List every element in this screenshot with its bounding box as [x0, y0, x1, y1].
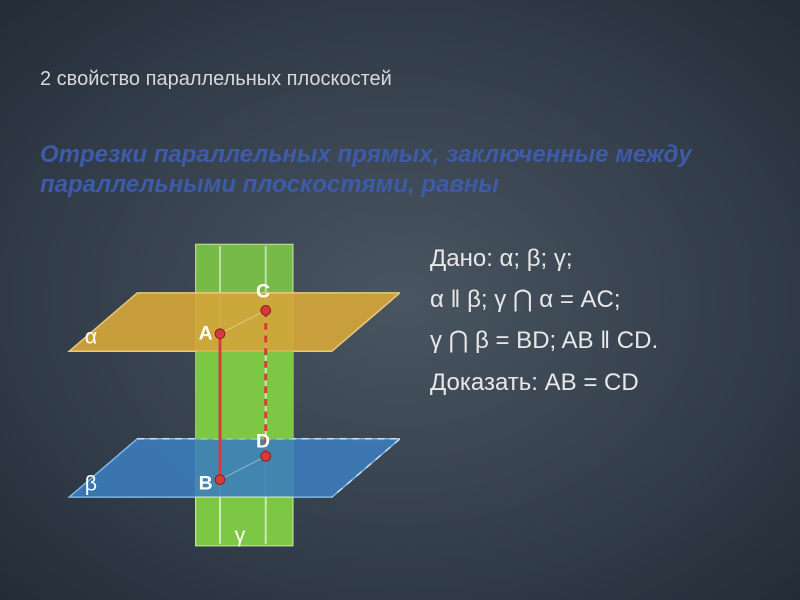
given-line-3: γ ⋂ β = BD; AB ‖ CD. [430, 322, 770, 359]
given-block: Дано: α; β; γ; α ‖ β; γ ⋂ α = AC; γ ⋂ β … [430, 240, 770, 405]
label-d: D [256, 431, 270, 453]
label-alpha: α [85, 324, 97, 348]
given-line-1: Дано: α; β; γ; [430, 240, 770, 277]
label-a: A [199, 323, 213, 345]
geometry-diagram: A C B D α β γ [40, 230, 400, 560]
slide-heading: 2 свойство параллельных плоскостей [40, 68, 392, 91]
point-c [261, 305, 271, 315]
label-beta: β [85, 471, 97, 495]
label-c: C [256, 281, 270, 303]
given-line-2: α ‖ β; γ ⋂ α = AC; [430, 281, 770, 318]
point-d [261, 451, 271, 461]
point-b [215, 475, 225, 485]
given-line-4: Доказать: AB = CD [430, 364, 770, 401]
plane-alpha [69, 293, 400, 351]
label-gamma: γ [235, 523, 246, 547]
plane-beta [69, 439, 400, 497]
slide-subheading: Отрезки параллельных прямых, заключенные… [40, 140, 760, 200]
label-b: B [199, 472, 213, 494]
diagram-svg: A C B D α β γ [40, 230, 400, 560]
point-a [215, 329, 225, 339]
plane-gamma-front-strip [196, 351, 293, 439]
